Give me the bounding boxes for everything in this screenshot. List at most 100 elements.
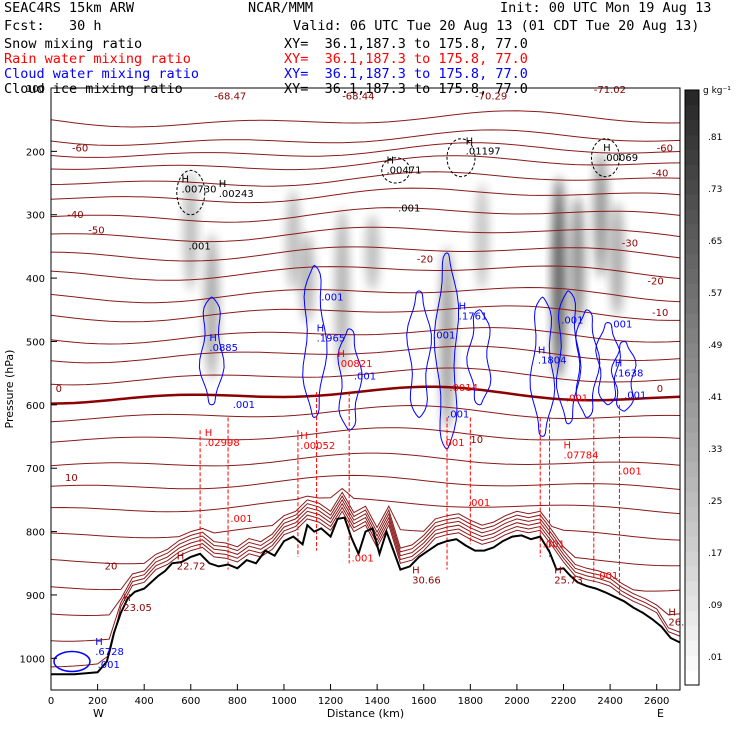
max-marker-23: H [338, 349, 346, 360]
field-name-rain: Rain water mixing ratio [4, 51, 191, 67]
max-marker-36: H [177, 552, 185, 563]
colorbar-seg-37 [685, 119, 699, 136]
colorbar-seg-35 [685, 149, 699, 165]
max-marker-28: H [564, 441, 572, 452]
colorbar-seg-22 [685, 342, 699, 359]
max-marker-1: H [219, 179, 227, 190]
field-name-snow: Snow mixing ratio [4, 36, 143, 52]
colorbar-unit: g kg⁻¹ [703, 86, 731, 96]
max-marker-37: H [123, 593, 131, 604]
isotherm-min-label-0: -68.47 [214, 91, 246, 102]
cloudwater-contour-1 [302, 264, 328, 419]
x-tick-label-10: 2000 [504, 696, 529, 707]
field-name-cloudwater: Cloud water mixing ratio [4, 66, 200, 82]
snow-column-1 [204, 233, 219, 380]
field-xy-cloudwater: XY= 36.1,187.3 to 175.8, 77.0 [284, 66, 528, 82]
snow-column-9 [570, 195, 585, 329]
value-label-31: .001 [596, 571, 618, 582]
y-tick-label-0: 100 [26, 84, 45, 95]
colorbar-seg-31 [685, 209, 699, 225]
value-label-39: .001 [98, 660, 120, 671]
max-marker-0: H [181, 175, 189, 186]
init-time: Init: 00 UTC Mon 19 Aug 13 [500, 0, 712, 16]
snow-column-5 [365, 214, 380, 291]
value-label-10: .001 [321, 292, 343, 303]
cloudice-contour-0 [176, 169, 206, 216]
colorbar-seg-26 [685, 283, 699, 299]
value-label-8: .001 [233, 400, 255, 411]
value-label-16: .001 [561, 316, 583, 327]
value-label-2: .001 [188, 242, 210, 253]
value-label-24: .001 [352, 553, 374, 564]
max-marker-5: H [466, 137, 474, 148]
colorbar-seg-17 [685, 417, 699, 433]
x-tick-label-6: 1200 [318, 696, 343, 707]
isotherm-10 [50, 286, 681, 304]
isotherm-label-13: 20 [105, 562, 118, 573]
y-tick-label-8: 900 [26, 591, 45, 602]
isotherm-14 [50, 367, 681, 386]
max-marker-22: H [300, 431, 308, 442]
x-tick-label-5: 1000 [271, 696, 296, 707]
y-tick-label-5: 600 [26, 401, 45, 412]
forecast-hour: Fcst: 30 h [4, 18, 102, 34]
cloudwater-contour-10 [610, 340, 637, 412]
y-tick-label-9: 1000 [20, 654, 45, 665]
field-xy-snow: XY= 36.1,187.3 to 175.8, 77.0 [284, 36, 528, 52]
colorbar-seg-11 [685, 506, 699, 522]
coastal-cloud-contour [53, 650, 91, 673]
isotherm-label-2: -40 [67, 210, 83, 221]
value-label-4: .001 [398, 204, 420, 215]
isotherm-5 [50, 187, 681, 204]
cloudwater-contour-7 [555, 290, 582, 425]
isotherm-8 [50, 246, 681, 262]
max-marker-9: H [317, 323, 325, 334]
isotherm-20 [50, 487, 681, 515]
value-label-1: .00243 [219, 189, 254, 200]
colorbar-tick-5: .41 [708, 393, 722, 403]
colorbar-tick-8: .17 [708, 549, 722, 559]
value-label-25: .001 [442, 438, 464, 449]
colorbar-seg-38 [685, 104, 699, 121]
isotherm-12 [50, 327, 681, 345]
colorbar-seg-34 [685, 164, 699, 180]
snow-column-11 [610, 202, 625, 317]
colorbar-seg-19 [685, 387, 699, 403]
colorbar-seg-23 [685, 328, 699, 344]
colorbar-tick-9: .09 [708, 601, 723, 611]
cloudice-contour-2 [446, 138, 476, 178]
value-label-38: .6728 [95, 647, 124, 658]
cloudwater-contour-0 [198, 296, 225, 406]
colorbar-seg-28 [685, 253, 699, 269]
value-label-5: .01197 [466, 147, 501, 158]
value-label-28: .07784 [564, 451, 599, 462]
cloudwater-contour-6 [529, 296, 556, 438]
snow-column-8 [551, 176, 566, 380]
colorbar-seg-3 [685, 625, 699, 641]
cloudice-contour-3 [590, 138, 620, 178]
x-tick-label-7: 1400 [364, 696, 389, 707]
isotherm-23 [50, 498, 681, 592]
value-label-9: .1965 [317, 333, 346, 344]
isotherm-label-3: -40 [652, 169, 668, 180]
contour-labels: -60 -60 -40 -40 -50 -30 -20 -20 -10 0 0 10 10 20 -68.4… [56, 85, 697, 671]
colorbar-seg-6 [685, 580, 699, 597]
colorbar-tick-3: .57 [708, 289, 722, 299]
max-marker-34: H [554, 566, 562, 577]
x-tick-label-9: 1800 [458, 696, 483, 707]
model-title: SEAC4RS 15km ARW [4, 0, 135, 16]
snow-column-2 [286, 189, 301, 291]
cloudwater-contour-5 [466, 309, 492, 406]
isotherm-label-6: -20 [417, 254, 433, 265]
value-label-11: .001 [354, 371, 376, 382]
plot-frame [50, 87, 681, 691]
colorbar: .81 .73 .65 .57 .49 .41 .33 .25 .17 .09 .01 g kg⁻¹ [684, 86, 731, 686]
max-marker-6: H [603, 143, 611, 154]
colorbar-seg-15 [685, 447, 699, 463]
colorbar-tick-4: .49 [708, 341, 723, 351]
y-axis-title: Pressure (hPa) [3, 350, 16, 429]
cloudwater-contour-2 [337, 328, 363, 431]
colorbar-tick-2: .65 [708, 237, 722, 247]
isotherm-label-10: 0 [657, 384, 663, 395]
axes: 0 200 400 600 800 1000 1200 1400 1600 1800 2000 220… [3, 84, 681, 720]
